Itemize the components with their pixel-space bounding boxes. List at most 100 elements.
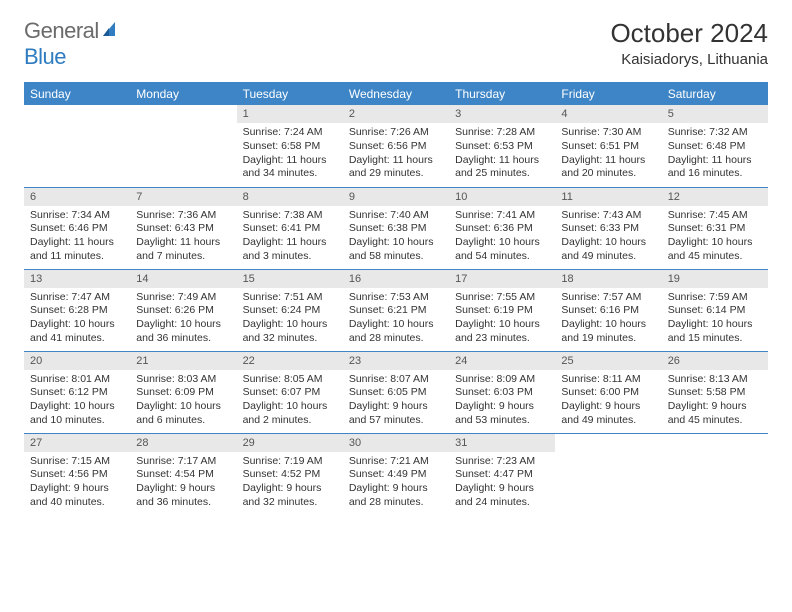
- day-number: 17: [449, 270, 555, 288]
- daylight-text: Daylight: 10 hours and 45 minutes.: [668, 236, 762, 263]
- daylight-text: Daylight: 10 hours and 10 minutes.: [30, 400, 124, 427]
- calendar-day-cell: 22Sunrise: 8:05 AMSunset: 6:07 PMDayligh…: [237, 351, 343, 433]
- calendar-week-row: 1Sunrise: 7:24 AMSunset: 6:58 PMDaylight…: [24, 105, 768, 187]
- day-details: Sunrise: 7:45 AMSunset: 6:31 PMDaylight:…: [662, 206, 768, 268]
- sunrise-text: Sunrise: 7:40 AM: [349, 209, 443, 223]
- daylight-text: Daylight: 9 hours and 57 minutes.: [349, 400, 443, 427]
- sunrise-text: Sunrise: 8:09 AM: [455, 373, 549, 387]
- sunset-text: Sunset: 6:38 PM: [349, 222, 443, 236]
- daylight-text: Daylight: 11 hours and 3 minutes.: [243, 236, 337, 263]
- sunrise-text: Sunrise: 7:36 AM: [136, 209, 230, 223]
- sunset-text: Sunset: 6:48 PM: [668, 140, 762, 154]
- daylight-text: Daylight: 11 hours and 16 minutes.: [668, 154, 762, 181]
- day-details: Sunrise: 7:17 AMSunset: 4:54 PMDaylight:…: [130, 452, 236, 514]
- day-number: 27: [24, 434, 130, 452]
- calendar-day-cell: 10Sunrise: 7:41 AMSunset: 6:36 PMDayligh…: [449, 187, 555, 269]
- day-number: 19: [662, 270, 768, 288]
- calendar-day-cell: 20Sunrise: 8:01 AMSunset: 6:12 PMDayligh…: [24, 351, 130, 433]
- sunset-text: Sunset: 6:14 PM: [668, 304, 762, 318]
- sunset-text: Sunset: 6:26 PM: [136, 304, 230, 318]
- sunset-text: Sunset: 6:43 PM: [136, 222, 230, 236]
- sunset-text: Sunset: 4:56 PM: [30, 468, 124, 482]
- day-number: 5: [662, 105, 768, 123]
- day-details: Sunrise: 7:38 AMSunset: 6:41 PMDaylight:…: [237, 206, 343, 268]
- daylight-text: Daylight: 10 hours and 54 minutes.: [455, 236, 549, 263]
- day-details: Sunrise: 7:53 AMSunset: 6:21 PMDaylight:…: [343, 288, 449, 350]
- sunrise-text: Sunrise: 7:23 AM: [455, 455, 549, 469]
- sunset-text: Sunset: 6:00 PM: [561, 386, 655, 400]
- weekday-header: Friday: [555, 83, 661, 106]
- sunset-text: Sunset: 6:46 PM: [30, 222, 124, 236]
- calendar-week-row: 6Sunrise: 7:34 AMSunset: 6:46 PMDaylight…: [24, 187, 768, 269]
- sunrise-text: Sunrise: 7:38 AM: [243, 209, 337, 223]
- daylight-text: Daylight: 9 hours and 36 minutes.: [136, 482, 230, 509]
- sunrise-text: Sunrise: 7:19 AM: [243, 455, 337, 469]
- calendar-day-cell: 31Sunrise: 7:23 AMSunset: 4:47 PMDayligh…: [449, 433, 555, 515]
- day-details: Sunrise: 7:24 AMSunset: 6:58 PMDaylight:…: [237, 123, 343, 185]
- calendar-day-cell: 15Sunrise: 7:51 AMSunset: 6:24 PMDayligh…: [237, 269, 343, 351]
- weekday-header: Thursday: [449, 83, 555, 106]
- daylight-text: Daylight: 10 hours and 58 minutes.: [349, 236, 443, 263]
- day-details: Sunrise: 7:47 AMSunset: 6:28 PMDaylight:…: [24, 288, 130, 350]
- month-title: October 2024: [610, 18, 768, 49]
- calendar-day-cell: 29Sunrise: 7:19 AMSunset: 4:52 PMDayligh…: [237, 433, 343, 515]
- sunset-text: Sunset: 6:56 PM: [349, 140, 443, 154]
- calendar-day-cell: 7Sunrise: 7:36 AMSunset: 6:43 PMDaylight…: [130, 187, 236, 269]
- day-number: 26: [662, 352, 768, 370]
- day-details: Sunrise: 7:23 AMSunset: 4:47 PMDaylight:…: [449, 452, 555, 514]
- daylight-text: Daylight: 9 hours and 28 minutes.: [349, 482, 443, 509]
- daylight-text: Daylight: 11 hours and 29 minutes.: [349, 154, 443, 181]
- day-details: Sunrise: 7:32 AMSunset: 6:48 PMDaylight:…: [662, 123, 768, 185]
- day-number: 7: [130, 188, 236, 206]
- day-number: 3: [449, 105, 555, 123]
- sunrise-text: Sunrise: 7:30 AM: [561, 126, 655, 140]
- logo-text: General Blue: [24, 18, 121, 70]
- day-details: Sunrise: 7:49 AMSunset: 6:26 PMDaylight:…: [130, 288, 236, 350]
- sunset-text: Sunset: 5:58 PM: [668, 386, 762, 400]
- sunrise-text: Sunrise: 8:11 AM: [561, 373, 655, 387]
- day-details: Sunrise: 7:40 AMSunset: 6:38 PMDaylight:…: [343, 206, 449, 268]
- calendar-day-cell: 1Sunrise: 7:24 AMSunset: 6:58 PMDaylight…: [237, 105, 343, 187]
- sunrise-text: Sunrise: 8:07 AM: [349, 373, 443, 387]
- day-details: Sunrise: 7:41 AMSunset: 6:36 PMDaylight:…: [449, 206, 555, 268]
- calendar-day-cell: 16Sunrise: 7:53 AMSunset: 6:21 PMDayligh…: [343, 269, 449, 351]
- daylight-text: Daylight: 10 hours and 41 minutes.: [30, 318, 124, 345]
- day-number: 18: [555, 270, 661, 288]
- sunset-text: Sunset: 4:47 PM: [455, 468, 549, 482]
- day-details: Sunrise: 7:15 AMSunset: 4:56 PMDaylight:…: [24, 452, 130, 514]
- calendar-day-cell: 18Sunrise: 7:57 AMSunset: 6:16 PMDayligh…: [555, 269, 661, 351]
- calendar-day-cell: [555, 433, 661, 515]
- day-details: Sunrise: 7:30 AMSunset: 6:51 PMDaylight:…: [555, 123, 661, 185]
- day-number: 11: [555, 188, 661, 206]
- logo-sail-icon: [101, 20, 121, 38]
- day-number: 12: [662, 188, 768, 206]
- calendar-day-cell: 19Sunrise: 7:59 AMSunset: 6:14 PMDayligh…: [662, 269, 768, 351]
- sunset-text: Sunset: 6:51 PM: [561, 140, 655, 154]
- day-number: 15: [237, 270, 343, 288]
- calendar-day-cell: 23Sunrise: 8:07 AMSunset: 6:05 PMDayligh…: [343, 351, 449, 433]
- logo-text-a: General: [24, 18, 99, 43]
- calendar-day-cell: 9Sunrise: 7:40 AMSunset: 6:38 PMDaylight…: [343, 187, 449, 269]
- day-details: Sunrise: 7:34 AMSunset: 6:46 PMDaylight:…: [24, 206, 130, 268]
- sunset-text: Sunset: 6:33 PM: [561, 222, 655, 236]
- day-number: 28: [130, 434, 236, 452]
- day-details: Sunrise: 8:11 AMSunset: 6:00 PMDaylight:…: [555, 370, 661, 432]
- daylight-text: Daylight: 10 hours and 23 minutes.: [455, 318, 549, 345]
- calendar-day-cell: 25Sunrise: 8:11 AMSunset: 6:00 PMDayligh…: [555, 351, 661, 433]
- calendar-table: SundayMondayTuesdayWednesdayThursdayFrid…: [24, 82, 768, 515]
- day-number: 21: [130, 352, 236, 370]
- weekday-header: Tuesday: [237, 83, 343, 106]
- day-number: 1: [237, 105, 343, 123]
- calendar-day-cell: 27Sunrise: 7:15 AMSunset: 4:56 PMDayligh…: [24, 433, 130, 515]
- sunset-text: Sunset: 6:12 PM: [30, 386, 124, 400]
- weekday-header: Wednesday: [343, 83, 449, 106]
- daylight-text: Daylight: 10 hours and 32 minutes.: [243, 318, 337, 345]
- sunset-text: Sunset: 6:16 PM: [561, 304, 655, 318]
- day-number: 29: [237, 434, 343, 452]
- sunrise-text: Sunrise: 7:57 AM: [561, 291, 655, 305]
- calendar-week-row: 20Sunrise: 8:01 AMSunset: 6:12 PMDayligh…: [24, 351, 768, 433]
- day-details: Sunrise: 7:43 AMSunset: 6:33 PMDaylight:…: [555, 206, 661, 268]
- sunrise-text: Sunrise: 7:49 AM: [136, 291, 230, 305]
- weekday-header-row: SundayMondayTuesdayWednesdayThursdayFrid…: [24, 83, 768, 106]
- daylight-text: Daylight: 9 hours and 53 minutes.: [455, 400, 549, 427]
